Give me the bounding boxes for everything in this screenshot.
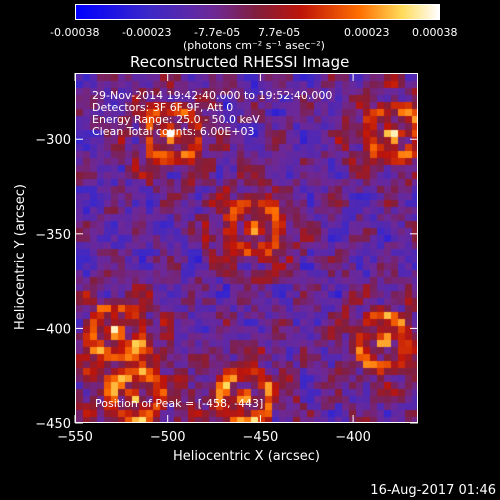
y-tick-label: −350 bbox=[35, 228, 71, 243]
x-tick-label: −400 bbox=[335, 430, 371, 445]
annotation-time-range: 29-Nov-2014 19:42:40.000 to 19:52:40.000 bbox=[92, 89, 332, 102]
colorbar-tick-label: -0.00038 bbox=[50, 26, 100, 39]
annotation-energy: Energy Range: 25.0 - 50.0 keV bbox=[92, 113, 260, 126]
colorbar-tick-label: 7.7e-05 bbox=[258, 26, 301, 39]
peak-position-label: Position of Peak = [-458, -443] bbox=[95, 397, 263, 410]
colorbar-tick-label: -0.00023 bbox=[122, 26, 172, 39]
x-tick-label: −500 bbox=[150, 430, 186, 445]
x-tick-label: −550 bbox=[57, 430, 93, 445]
colorbar-frame bbox=[75, 4, 440, 20]
annotation-counts: Clean Total counts: 6.00E+03 bbox=[92, 125, 255, 138]
y-tick-label: −400 bbox=[35, 322, 71, 337]
chart-title: Reconstructed RHESSI Image bbox=[130, 53, 350, 71]
annotation-detectors: Detectors: 3F 6F 9F, Att 0 bbox=[92, 101, 233, 114]
y-tick-label: −450 bbox=[35, 417, 71, 432]
colorbar-tick-label: -7.7e-05 bbox=[194, 26, 241, 39]
plot-frame bbox=[75, 73, 418, 423]
heatmap-image bbox=[76, 74, 417, 422]
colorbar-tick-label: 0.00023 bbox=[344, 26, 390, 39]
axis-ticks: −550 −500 −450 −400 −300 −350 −400 −450 bbox=[35, 73, 418, 445]
colorbar-unit: (photons cm⁻² s⁻¹ asec⁻²) bbox=[183, 39, 325, 52]
x-axis-label: Heliocentric X (arcsec) bbox=[173, 449, 320, 464]
colorbar-tick-label: 0.00038 bbox=[412, 26, 458, 39]
colorbar-gradient bbox=[76, 5, 439, 19]
x-tick-label: −450 bbox=[243, 430, 279, 445]
footer-timestamp: 16-Aug-2017 01:46 bbox=[370, 483, 496, 498]
y-axis-label: Heliocentric Y (arcsec) bbox=[13, 184, 28, 330]
y-tick-label: −300 bbox=[35, 133, 71, 148]
